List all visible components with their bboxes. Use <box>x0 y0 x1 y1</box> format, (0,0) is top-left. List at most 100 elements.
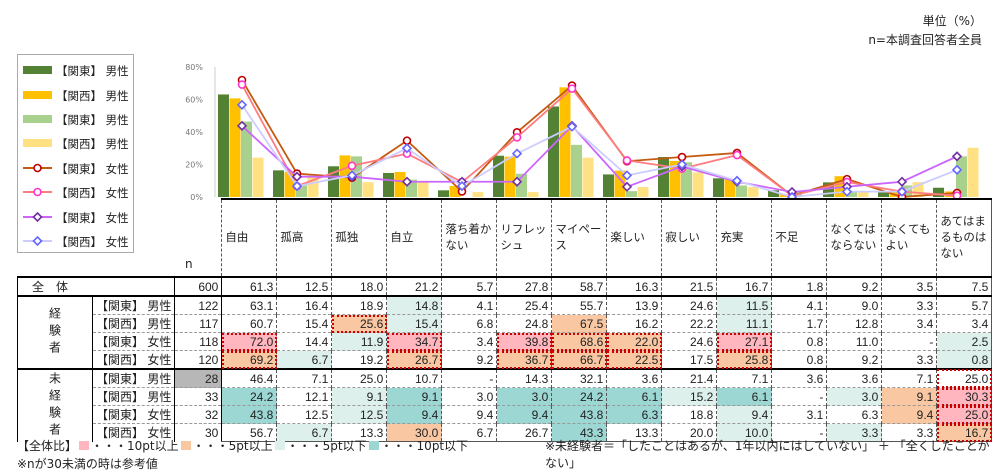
value-cell: 2.5 <box>936 332 993 351</box>
color-legend-label: ・・・10pt以下 <box>380 439 469 453</box>
legend-swatch-icon <box>18 235 56 249</box>
value-cell: 9.1 <box>386 387 442 406</box>
value-cell: 16.7 <box>716 276 772 296</box>
combo-chart: 0% 20% 40% 60% 80% <box>185 63 979 200</box>
line-point <box>621 181 633 192</box>
legend-swatch-icon <box>18 113 56 127</box>
bar <box>394 171 406 197</box>
value-cell: 26.7 <box>496 423 552 442</box>
value-cell: 25.0 <box>936 368 993 388</box>
line-point <box>511 176 523 187</box>
value-cell: 3.6 <box>826 368 882 388</box>
row-label: 【関東】 男性 <box>91 295 175 315</box>
value-cell: 21.2 <box>386 276 442 296</box>
n-cell: 32 <box>174 405 222 424</box>
line-point <box>511 148 523 159</box>
group-label: 経験者 <box>17 295 93 369</box>
value-cell: 24.2 <box>551 387 607 406</box>
line-point <box>841 186 853 197</box>
line-point <box>291 171 303 182</box>
value-cell: - <box>881 332 937 351</box>
bar <box>252 157 264 197</box>
line-point <box>346 170 358 181</box>
row-label: 全 体 <box>16 276 175 296</box>
value-cell: 3.0 <box>441 387 497 406</box>
series-line <box>241 84 958 197</box>
value-cell: 5.7 <box>936 295 993 315</box>
value-cell: 18.8 <box>661 405 717 424</box>
bar <box>296 185 307 197</box>
color-swatch-icon <box>368 441 379 450</box>
bar <box>406 179 417 197</box>
value-cell: 39.8 <box>496 332 552 351</box>
bar <box>681 162 692 197</box>
value-cell: 3.5 <box>881 276 937 296</box>
bar <box>307 177 319 197</box>
n-cell: 117 <box>174 314 222 333</box>
bar <box>747 187 759 197</box>
value-cell: 6.7 <box>276 350 332 369</box>
bar <box>241 121 252 197</box>
row-label: 【関西】 男性 <box>91 314 175 333</box>
value-cell: 3.6 <box>771 368 827 388</box>
value-cell: 30.0 <box>386 423 442 442</box>
bar <box>637 187 649 197</box>
value-cell: 13.3 <box>606 423 662 442</box>
bar <box>449 185 461 197</box>
legend-swatch-icon <box>18 137 56 151</box>
bar <box>559 87 571 197</box>
column-header: 孤独 <box>331 198 387 277</box>
value-cell: 15.2 <box>661 387 717 406</box>
legend-label: 【関西】 女性 <box>56 186 129 201</box>
value-cell: 4.1 <box>771 295 827 315</box>
value-cell: 9.2 <box>826 276 882 296</box>
value-cell: 25.8 <box>716 350 772 369</box>
value-cell: 0.8 <box>771 332 827 351</box>
value-cell: 9.1 <box>331 387 387 406</box>
line-point <box>456 180 468 192</box>
value-cell: 9.2 <box>441 350 497 369</box>
value-cell: 27.8 <box>496 276 552 296</box>
row-label: 【関西】 女性 <box>91 350 175 369</box>
value-cell: 3.6 <box>606 368 662 388</box>
n-cell: 28 <box>174 368 222 388</box>
line-point <box>676 159 688 170</box>
table-row: 全 体 600 61.3 12.5 18.0 21.2 5.7 27.8 58.7 16.3 21.… <box>16 276 993 296</box>
bar <box>626 191 637 197</box>
table-row: 【関東】 女性 118 72.0 14.4 11.9 34.7 3.4 39.8 68.6 22.… <box>18 332 993 351</box>
bar <box>736 185 747 197</box>
value-cell: 3.4 <box>441 332 497 351</box>
series-line <box>241 104 958 198</box>
value-cell: 9.0 <box>826 295 882 315</box>
value-cell: 27.1 <box>716 332 772 351</box>
value-cell: 14.4 <box>276 332 332 351</box>
value-cell: 3.4 <box>936 314 993 333</box>
value-cell: 17.5 <box>661 350 717 369</box>
value-cell: 43.8 <box>551 405 607 424</box>
value-cell: 3.0 <box>826 387 882 406</box>
legend-title: 【全体比】 <box>17 439 78 453</box>
legend-label: 【関東】 男性 <box>56 112 129 127</box>
value-cell: 43.3 <box>551 423 607 442</box>
line-point <box>896 176 908 187</box>
table-row: 【関西】 男性 117 60.7 15.4 25.6 15.4 6.8 24.8 67.5 16.… <box>18 314 993 333</box>
value-cell: 9.2 <box>826 350 882 369</box>
n-header: n <box>185 257 193 271</box>
value-cell: 19.2 <box>331 350 387 369</box>
bar <box>878 191 889 197</box>
line-point <box>566 121 578 132</box>
value-cell: 1.7 <box>771 314 827 333</box>
value-cell: 15.4 <box>386 314 442 333</box>
value-cell: 18.0 <box>331 276 387 296</box>
value-cell: 1.8 <box>771 276 827 296</box>
line-point <box>951 164 963 175</box>
value-cell: 21.5 <box>661 276 717 296</box>
n-note: ※nが30未満の時は参考値 <box>17 457 158 471</box>
data-table: 自由 孤高 孤独 自立 落ち着かない リフレッシュ マイペース 楽しい 寂しい 充実 不足 なくてはな… <box>16 198 993 442</box>
column-header: 自立 <box>386 198 442 277</box>
value-cell: 30.3 <box>936 387 993 406</box>
value-cell: 60.7 <box>221 314 277 333</box>
value-cell: 61.3 <box>221 276 277 296</box>
bar <box>493 155 504 197</box>
value-cell: 43.8 <box>221 405 277 424</box>
